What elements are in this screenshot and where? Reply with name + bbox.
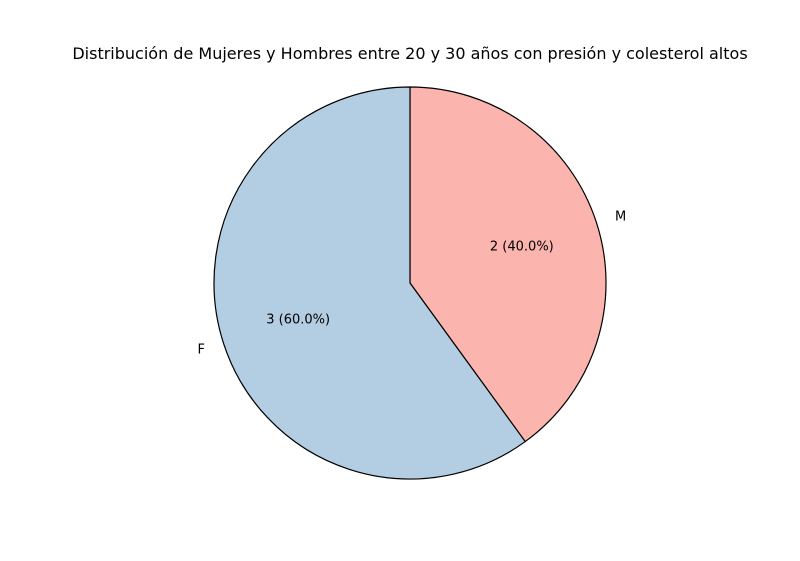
pie-slice-f — [213, 86, 527, 480]
slice-value-label-m: 2 (40.0%) — [490, 240, 554, 255]
slice-label-f: F — [197, 343, 204, 358]
labels-layer: M 2 (40.0%) F 3 (60.0%) — [197, 209, 626, 357]
slice-value-label-f: 3 (60.0%) — [266, 312, 330, 327]
slice-label-m: M — [615, 209, 626, 224]
slices-layer — [213, 86, 607, 480]
chart-title: Distribución de Mujeres y Hombres entre … — [72, 44, 747, 63]
pie-slice-m — [409, 86, 607, 443]
